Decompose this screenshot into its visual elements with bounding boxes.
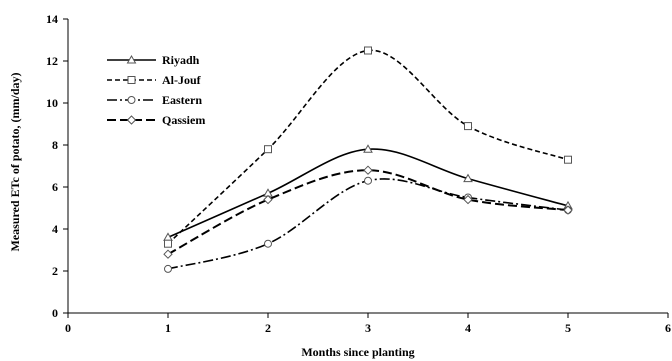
y-axis-title: Measured ETc of potato, (mm/day) [8, 73, 22, 252]
legend-label: Al-Jouf [162, 73, 202, 87]
x-tick-label: 1 [165, 321, 171, 335]
legend: Riyadh Al-Jouf Eastern Qassiem [107, 53, 205, 127]
data-point [264, 239, 272, 248]
y-tick-label: 2 [52, 264, 58, 278]
data-point [363, 144, 373, 153]
legend-item: Al-Jouf [107, 73, 202, 87]
series-line [167, 169, 569, 256]
data-point [463, 173, 473, 183]
y-tick-labels: 0 2 4 6 8 10 12 14 [46, 12, 58, 320]
data-point [264, 145, 272, 154]
data-point [164, 239, 172, 248]
legend-label: Eastern [162, 93, 202, 107]
y-tick-label: 6 [52, 180, 58, 194]
legend-marker [127, 76, 136, 84]
legend-label: Riyadh [162, 53, 200, 67]
x-tick-label: 4 [465, 321, 471, 335]
data-point [363, 165, 373, 175]
legend-item: Eastern [107, 93, 202, 107]
legend-marker [126, 54, 137, 64]
y-tick-label: 14 [46, 12, 58, 26]
data-point [564, 155, 572, 164]
legend-item: Qassiem [107, 113, 205, 127]
legend-item: Riyadh [107, 53, 200, 67]
x-tick-label: 5 [565, 321, 571, 335]
data-point [463, 194, 473, 205]
y-tick-label: 4 [52, 222, 58, 236]
legend-marker [127, 96, 136, 104]
series-line [167, 178, 569, 270]
series-line [167, 148, 569, 239]
x-tick-label: 3 [365, 321, 371, 335]
x-tick-labels: 0 1 2 3 4 5 6 [65, 321, 671, 335]
x-tick-label: 0 [65, 321, 71, 335]
series-qassiem [163, 165, 573, 259]
y-tick-label: 12 [46, 54, 58, 68]
x-axis-title: Months since planting [301, 345, 414, 359]
series-group [163, 46, 573, 273]
y-tick-label: 0 [52, 306, 58, 320]
x-tick-label: 6 [665, 321, 671, 335]
data-point [364, 176, 372, 185]
data-point [163, 249, 173, 259]
series-al-jouf [164, 46, 572, 248]
data-point [263, 194, 273, 205]
y-tick-label: 10 [46, 96, 58, 110]
data-point [464, 122, 472, 131]
data-point [563, 205, 573, 215]
y-tick-label: 8 [52, 138, 58, 152]
data-point [164, 264, 172, 273]
axes [63, 18, 669, 318]
legend-marker [126, 115, 137, 125]
legend-label: Qassiem [162, 113, 205, 127]
x-tick-label: 2 [265, 321, 271, 335]
data-point [364, 46, 372, 55]
series-riyadh [163, 144, 573, 241]
series-eastern [164, 176, 572, 273]
